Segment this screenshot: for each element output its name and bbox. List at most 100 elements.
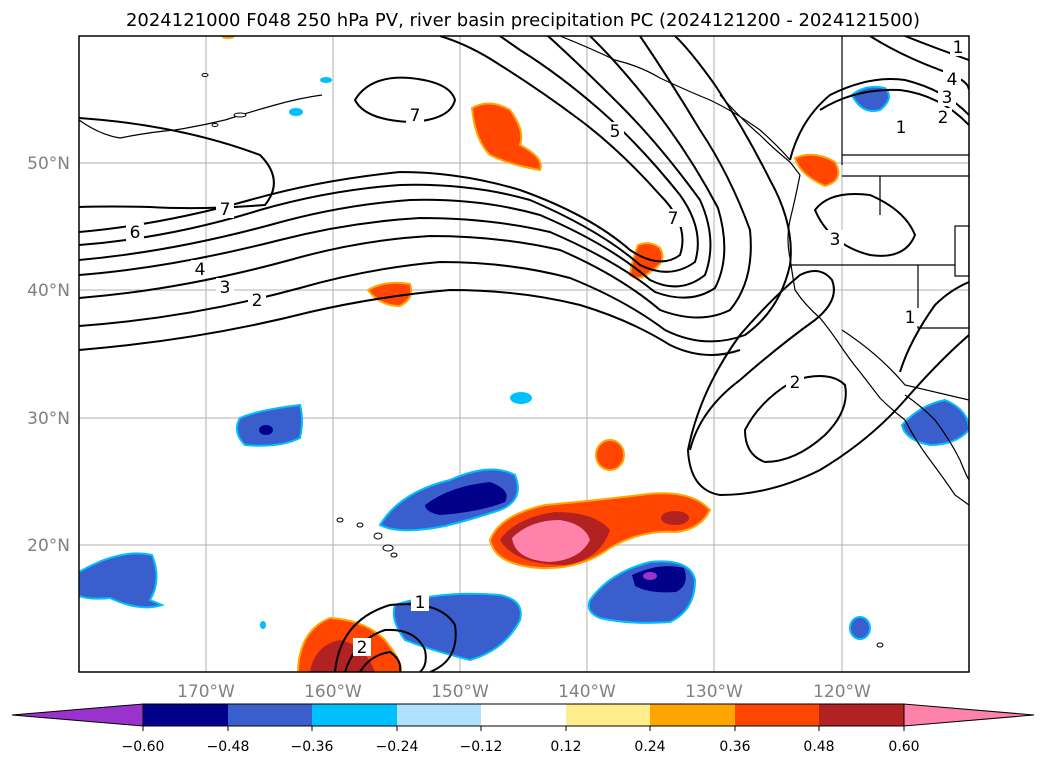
colorbar: −0.60 −0.48 −0.36 −0.24 −0.12 0.12 0.24 … bbox=[11, 703, 1035, 755]
contour-low-lat bbox=[79, 288, 741, 356]
lon-label-130w: 130°W bbox=[685, 682, 743, 702]
colorbar-bin-3 bbox=[312, 704, 397, 726]
neg-area-small-dot bbox=[260, 621, 266, 629]
neg-area-small-13n bbox=[849, 616, 871, 640]
contour-3-closed bbox=[813, 193, 917, 257]
lon-label-120w: 120°W bbox=[813, 682, 871, 702]
lon-label-160w: 160°W bbox=[304, 682, 362, 702]
svg-text:2: 2 bbox=[938, 108, 949, 128]
cb-tick-5: 0.12 bbox=[550, 739, 581, 755]
colorbar-tick-labels: −0.60 −0.48 −0.36 −0.24 −0.12 0.12 0.24 … bbox=[122, 739, 920, 755]
neg-core-25n bbox=[259, 425, 273, 435]
neg-core-23n bbox=[425, 482, 507, 515]
baja-west bbox=[904, 394, 969, 481]
contour-4-east-north bbox=[904, 36, 969, 61]
lat-label-40n: 40°N bbox=[27, 281, 70, 301]
contour-7-west bbox=[79, 117, 275, 210]
svg-text:4: 4 bbox=[195, 260, 206, 280]
cb-tick-0: −0.60 bbox=[122, 739, 165, 755]
svg-text:5: 5 bbox=[610, 122, 621, 142]
contour-2-main bbox=[79, 36, 752, 319]
lat-label-50n: 50°N bbox=[27, 154, 70, 174]
neg-area-small-31n bbox=[510, 392, 532, 404]
contour-2-closed bbox=[743, 375, 847, 464]
colorbar-bin-1 bbox=[143, 704, 228, 726]
cb-tick-6: 0.24 bbox=[634, 739, 665, 755]
svg-text:3: 3 bbox=[220, 278, 231, 298]
cb-tick-8: 0.48 bbox=[803, 739, 834, 755]
colorbar-bin-8 bbox=[735, 704, 819, 726]
lon-label-150w: 150°W bbox=[431, 682, 489, 702]
colorbar-bin-4 bbox=[397, 704, 481, 726]
svg-text:7: 7 bbox=[668, 209, 679, 229]
pos-area-40n-155w bbox=[366, 281, 413, 308]
neg-core-purple bbox=[643, 572, 657, 580]
lat-labels: 50°N 40°N 30°N 20°N bbox=[27, 154, 70, 556]
contour-7-closed-north bbox=[353, 76, 457, 124]
colorbar-outline bbox=[142, 703, 905, 727]
pv-contours bbox=[79, 36, 969, 672]
contour-3-east-north bbox=[869, 36, 969, 91]
svg-text:7: 7 bbox=[410, 106, 421, 126]
svg-text:2: 2 bbox=[357, 638, 368, 658]
cb-tick-9: 0.60 bbox=[888, 739, 919, 755]
cb-tick-1: −0.48 bbox=[207, 739, 250, 755]
colorbar-tickmarks bbox=[142, 726, 905, 731]
pos-core-21n bbox=[512, 520, 590, 562]
svg-text:6: 6 bbox=[130, 223, 141, 243]
pos-mid-12n bbox=[310, 640, 375, 672]
precip-areas bbox=[79, 36, 969, 672]
baja bbox=[904, 419, 969, 506]
neg-area-small-56n bbox=[289, 108, 303, 116]
neg-area-25n-165w bbox=[235, 403, 303, 447]
pos-area-49n-122w bbox=[793, 153, 840, 188]
colorbar-extend-right bbox=[903, 703, 1035, 727]
svg-text:1: 1 bbox=[905, 308, 916, 328]
contour-small-south bbox=[359, 650, 402, 672]
pv-contour-labels: 7 7 6 5 4 3 2 7 1 2 3 4 3 2 bbox=[126, 38, 968, 658]
alaska-coast bbox=[79, 94, 323, 139]
colorbar-extend-left bbox=[11, 703, 144, 727]
svg-text:1: 1 bbox=[415, 593, 426, 613]
svg-text:7: 7 bbox=[220, 200, 231, 220]
bc-coast bbox=[719, 94, 801, 176]
islands bbox=[201, 73, 884, 648]
colorbar-bin-5 bbox=[481, 704, 566, 726]
lat-label-30n: 30°N bbox=[27, 409, 70, 429]
pos-mid-22n-132w bbox=[661, 511, 689, 525]
neg-area-small-58n bbox=[320, 77, 332, 83]
inset-box bbox=[954, 225, 969, 277]
colorbar-bin-2 bbox=[228, 704, 312, 726]
colorbar-bin-9 bbox=[819, 704, 904, 726]
contour-3 bbox=[79, 36, 726, 299]
lon-label-170w: 170°W bbox=[177, 682, 235, 702]
lat-label-20n: 20°N bbox=[27, 536, 70, 556]
map-background bbox=[79, 36, 969, 672]
contour-1-main bbox=[79, 36, 792, 343]
svg-text:2: 2 bbox=[252, 291, 263, 311]
colorbar-bin-6 bbox=[566, 704, 650, 726]
figure-title: 2024121000 F048 250 hPa PV, river basin … bbox=[126, 10, 920, 31]
colorbar-bin-7 bbox=[650, 704, 735, 726]
cb-tick-4: −0.12 bbox=[460, 739, 503, 755]
pos-area-52n-145w bbox=[470, 102, 542, 172]
contour-4 bbox=[79, 36, 712, 288]
contour-6 bbox=[79, 36, 684, 263]
lon-label-140w: 140°W bbox=[558, 682, 616, 702]
lon-labels: 170°W 160°W 150°W 140°W 130°W 120°W bbox=[177, 682, 871, 702]
state-line-4 bbox=[841, 329, 969, 401]
svg-text:4: 4 bbox=[947, 70, 958, 90]
map-frame bbox=[78, 35, 970, 673]
neg-core-16n bbox=[632, 566, 686, 593]
svg-text:3: 3 bbox=[830, 230, 841, 250]
contour-1-east bbox=[899, 281, 969, 373]
svg-text:1: 1 bbox=[896, 118, 907, 138]
state-line-3 bbox=[917, 265, 969, 329]
pos-area-27n-138w bbox=[595, 439, 625, 471]
contour-2-trough-outer bbox=[686, 270, 969, 497]
cb-tick-7: 0.36 bbox=[719, 739, 750, 755]
cb-tick-3: −0.24 bbox=[376, 739, 419, 755]
svg-text:1: 1 bbox=[953, 38, 964, 58]
neg-area-west-edge bbox=[79, 552, 165, 609]
